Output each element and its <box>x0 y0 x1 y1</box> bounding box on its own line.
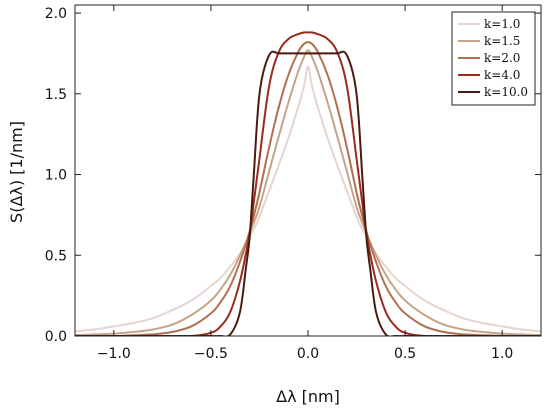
x-tick-label: 0.5 <box>394 346 416 362</box>
x-tick-label: −0.5 <box>194 346 228 362</box>
ticks-layer: −1.0 −0.5 0.0 0.5 1.0 0.0 0.5 1.0 1.5 2.0 <box>45 5 541 362</box>
x-tick-label: −1.0 <box>97 346 131 362</box>
x-axis-label: Δλ [nm] <box>276 387 340 406</box>
legend-label-0: k=1.0 <box>484 17 520 31</box>
y-tick-label: 1.0 <box>45 168 67 184</box>
series-line-2 <box>75 41 541 336</box>
legend-label-1: k=1.5 <box>484 34 520 48</box>
series-layer <box>75 31 541 336</box>
legend-label-2: k=2.0 <box>484 51 520 65</box>
series-line-1 <box>75 49 541 336</box>
legend-label-3: k=4.0 <box>484 68 520 82</box>
x-tick-label: 1.0 <box>491 346 513 362</box>
legend: k=1.0 k=1.5 k=2.0 k=4.0 k=10.0 <box>451 11 536 106</box>
series-line-4 <box>75 50 541 336</box>
y-tick-label: 0.5 <box>45 248 67 264</box>
y-tick-label: 2.0 <box>45 6 67 22</box>
legend-label-4: k=10.0 <box>484 85 528 99</box>
y-axis-label: S(Δλ) [1/nm] <box>7 121 26 223</box>
x-tick-label: 0.0 <box>297 346 319 362</box>
series-line-3 <box>75 31 541 336</box>
y-tick-label: 0.0 <box>45 329 67 345</box>
series-line-0 <box>75 65 541 333</box>
y-tick-label: 1.5 <box>45 87 67 103</box>
